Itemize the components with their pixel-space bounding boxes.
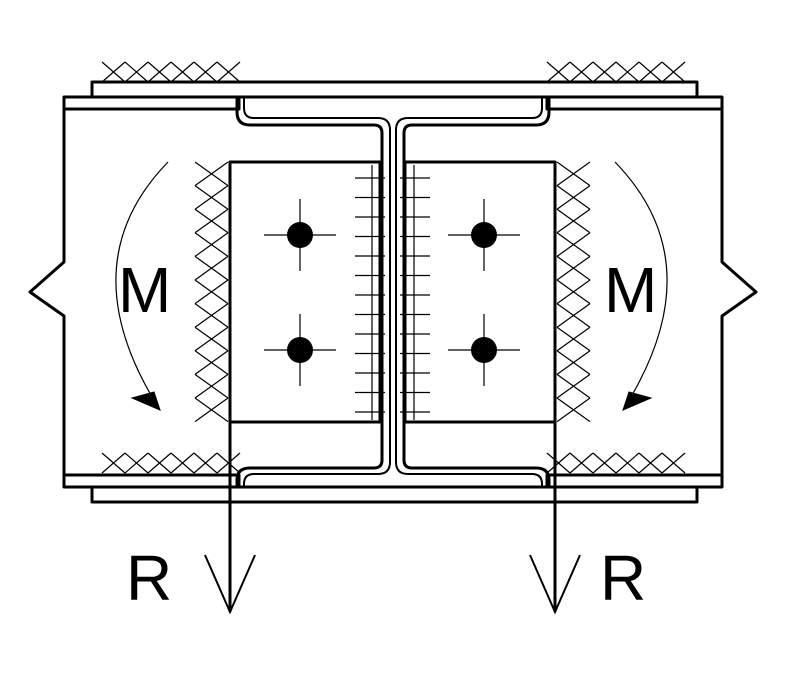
right-end-plate	[403, 160, 557, 475]
bolt	[287, 337, 313, 363]
center-column	[235, 95, 551, 489]
reaction-arrow-left	[204, 475, 256, 615]
right-beam	[545, 95, 758, 489]
moment-arrow-left	[115, 161, 169, 411]
moment-label-left: M	[118, 254, 171, 326]
left-end-plate	[228, 160, 382, 475]
left-beam	[28, 95, 241, 489]
reaction-label-left: R	[126, 542, 172, 614]
reaction-label-right: R	[600, 542, 646, 614]
moment-arrow-right	[614, 161, 668, 411]
top-cover-plate	[90, 80, 699, 99]
reaction-arrow-right	[529, 475, 581, 615]
weld-symbols	[101, 61, 686, 474]
bolt	[287, 222, 313, 248]
bolt	[471, 222, 497, 248]
moment-label-right: M	[604, 254, 657, 326]
bottom-cover-plate	[90, 485, 699, 504]
bolt-group	[264, 199, 520, 386]
bolt	[471, 337, 497, 363]
